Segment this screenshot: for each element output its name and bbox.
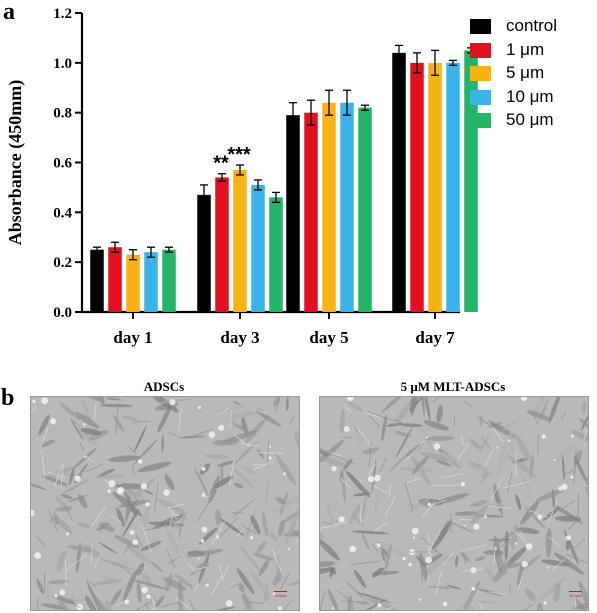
- scale-label-mlt-adscs: 100μm: [569, 593, 582, 598]
- bar: [358, 107, 372, 312]
- bar: [144, 252, 158, 312]
- bar: [197, 194, 211, 312]
- chart-labels: 0.0 0.2 0.4 0.6 0.8 1.0 1.2 Absorbance (450mm) d…: [5, 6, 455, 347]
- legend-label: 50 μm: [506, 110, 554, 129]
- x-tick-label: day 5: [309, 328, 348, 347]
- micrograph-title-adscs: ADSCs: [143, 379, 185, 394]
- y-tick-label: 1.0: [53, 56, 72, 72]
- micrograph-adscs: [30, 396, 300, 611]
- bar: [90, 249, 104, 312]
- legend-label: 1 μm: [506, 39, 545, 59]
- x-tick-label: day 3: [220, 328, 259, 347]
- micrograph-adscs-image: [31, 397, 299, 610]
- x-tick-label: day 7: [415, 328, 455, 347]
- bar: [410, 62, 424, 313]
- scale-label-adscs: 100μm: [274, 593, 287, 598]
- y-tick-label: 0.6: [53, 156, 72, 172]
- micrograph-mlt-adscs: [319, 396, 589, 611]
- legend-label: 5 μm: [506, 63, 545, 82]
- chart-bars: [90, 44, 478, 313]
- micrograph-title-mlt-adscs: 5 μM MLT-ADSCs: [400, 379, 506, 394]
- legend-item: 50 μm: [470, 110, 595, 134]
- legend-item: 10 μm: [470, 87, 595, 111]
- bar: [215, 177, 229, 312]
- scale-bar-mlt-adscs: [569, 591, 582, 592]
- legend-swatch: [470, 89, 491, 105]
- legend-swatch: [470, 66, 491, 81]
- bar-chart: 0.0 0.2 0.4 0.6 0.8 1.0 1.2 Absorbance (450mm) d…: [5, 6, 478, 347]
- y-tick-label: 0.4: [53, 205, 72, 221]
- bar: [304, 112, 318, 313]
- bar: [392, 52, 406, 312]
- bar: [340, 102, 354, 312]
- bar: [126, 254, 140, 312]
- bar: [428, 62, 442, 313]
- y-tick-label: 1.2: [53, 6, 72, 22]
- bar: [251, 184, 265, 312]
- x-tick-label: day 1: [113, 328, 152, 347]
- y-tick-label: 0.8: [53, 106, 72, 122]
- scale-bar-adscs: [274, 591, 287, 592]
- bar: [446, 62, 460, 313]
- bar: [286, 115, 300, 313]
- bar: [322, 102, 336, 312]
- legend-item: control: [470, 16, 595, 40]
- legend-swatch: [470, 42, 491, 58]
- chart-legend: control 1 μm 5 μm 10 μm 50 μm: [470, 16, 595, 134]
- micrograph-mlt-adscs-image: [320, 397, 588, 610]
- legend-swatch: [470, 113, 491, 128]
- bar: [108, 247, 122, 312]
- y-axis-title: Absorbance (450mm): [5, 80, 26, 245]
- legend-item: 1 μm: [470, 40, 595, 64]
- y-tick-label: 0.0: [53, 305, 72, 321]
- significance-marker: **: [213, 153, 229, 175]
- panel-b-letter: b: [1, 385, 15, 411]
- bar: [162, 249, 176, 312]
- legend-label: 10 μm: [506, 86, 554, 106]
- legend-swatch: [470, 19, 491, 34]
- y-tick-label: 0.2: [53, 255, 72, 271]
- bar: [269, 197, 283, 312]
- legend-label: control: [506, 16, 558, 35]
- significance-marker: ***: [227, 144, 251, 166]
- bar: [233, 169, 247, 312]
- panel-a-letter: a: [3, 0, 15, 25]
- legend-item: 5 μm: [470, 63, 595, 87]
